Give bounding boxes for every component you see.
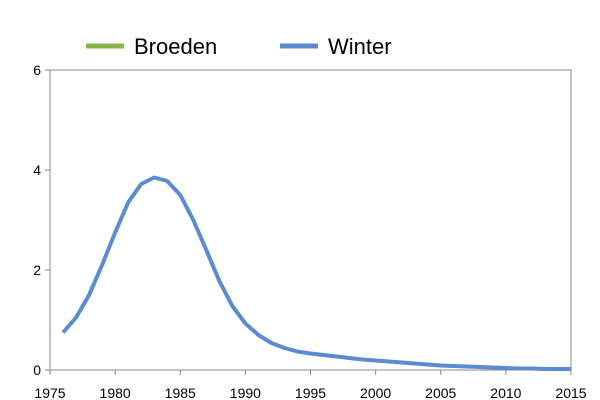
x-tick-label: 1990 [230, 385, 261, 400]
y-tick-label: 6 [33, 62, 41, 78]
x-tick-label: 2005 [425, 385, 456, 400]
x-tick-label: 1980 [100, 385, 131, 400]
x-tick-label: 2015 [555, 385, 586, 400]
x-tick-label: 2000 [360, 385, 391, 400]
plot-area-frame [49, 69, 572, 371]
legend: Broeden Winter [86, 34, 392, 59]
y-tick-label: 4 [33, 162, 41, 178]
x-axis: 1975 1980 1985 1990 1995 2000 2005 2010 2015 [34, 370, 587, 400]
x-tick-label: 2010 [490, 385, 521, 400]
series-layer [61, 175, 571, 371]
series-line-winter [61, 175, 571, 371]
x-tick-label: 1975 [34, 385, 65, 400]
y-tick-label: 0 [33, 362, 41, 378]
x-tick-label: 1995 [295, 385, 326, 400]
legend-label-winter: Winter [328, 34, 392, 59]
x-tick-label: 1985 [165, 385, 196, 400]
legend-label-broeden: Broeden [134, 34, 217, 59]
y-tick-label: 2 [33, 262, 41, 278]
y-axis: 0 2 4 6 [33, 62, 50, 378]
